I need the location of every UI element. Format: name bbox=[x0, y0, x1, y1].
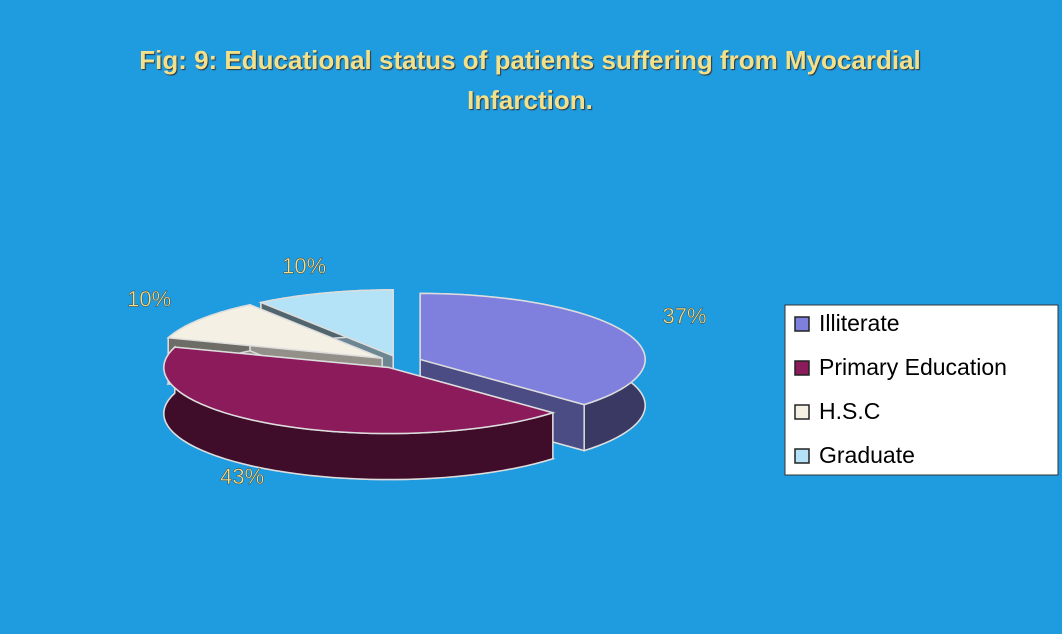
data-label: 43% bbox=[220, 464, 264, 489]
data-label: 10% bbox=[127, 286, 171, 311]
slice-top bbox=[419, 292, 646, 406]
legend-swatch bbox=[794, 448, 810, 464]
slice-top bbox=[163, 346, 556, 435]
legend-label: Illiterate bbox=[819, 310, 900, 336]
chart-title: Fig: 9: Educational status of patients s… bbox=[139, 45, 921, 115]
slice-top bbox=[166, 304, 383, 359]
legend-swatch bbox=[794, 316, 810, 332]
legend-label: H.S.C bbox=[819, 398, 880, 424]
slice-top bbox=[258, 289, 394, 357]
data-label: 37% bbox=[662, 304, 706, 329]
data-label: 10% bbox=[282, 253, 326, 278]
legend-label: Primary Education bbox=[819, 354, 1007, 380]
legend-swatch bbox=[794, 360, 810, 376]
legend-label: Graduate bbox=[819, 442, 915, 468]
pie-slice bbox=[163, 345, 556, 481]
legend-swatch bbox=[794, 404, 810, 420]
legend-box bbox=[784, 304, 1059, 476]
